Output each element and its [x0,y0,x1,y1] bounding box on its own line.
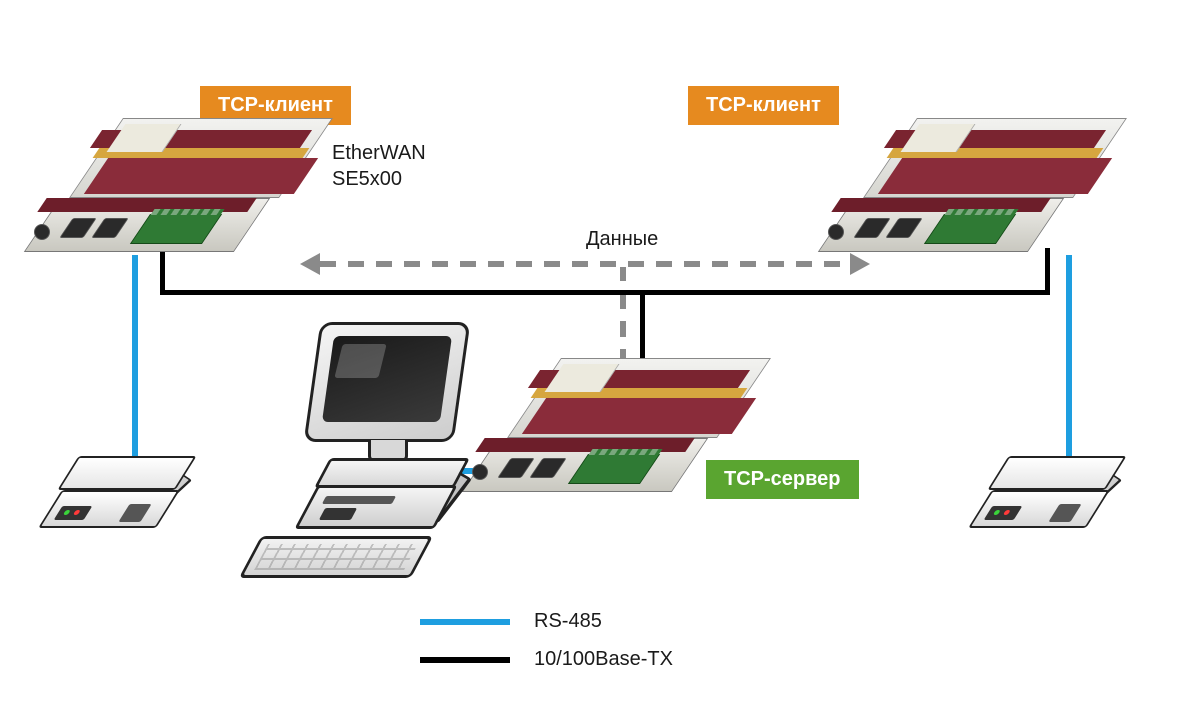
legend-swatch-ethernet [420,657,510,663]
diagram-canvas: TCP-клиент TCP-клиент EtherWAN SE5x00 Да… [0,0,1197,702]
device-model-text: EtherWAN SE5x00 [332,140,426,192]
peripheral-left [50,456,200,536]
legend-row-ethernet: 10/100Base-TX [420,648,673,671]
label-tcp-server: TCP-сервер [706,460,859,499]
device-model-line2: SE5x00 [332,168,402,190]
rs485-left [132,255,138,467]
legend-label-rs485: RS-485 [534,610,602,633]
data-label: Данные [586,226,658,252]
device-model-line1: EtherWAN [332,142,426,164]
legend-label-ethernet: 10/100Base-TX [534,648,673,671]
peripheral-right [980,456,1130,536]
device-tcp-client-left [62,118,322,258]
legend-row-rs485: RS-485 [420,610,602,633]
device-tcp-client-right [856,118,1116,258]
data-dash-down [620,267,626,365]
rs485-right [1066,255,1072,467]
label-tcp-client-right: TCP-клиент [688,86,839,125]
ethernet-bus [160,290,1050,295]
desktop-computer [272,322,492,562]
data-dash-main [320,261,850,267]
legend-swatch-rs485 [420,619,510,625]
